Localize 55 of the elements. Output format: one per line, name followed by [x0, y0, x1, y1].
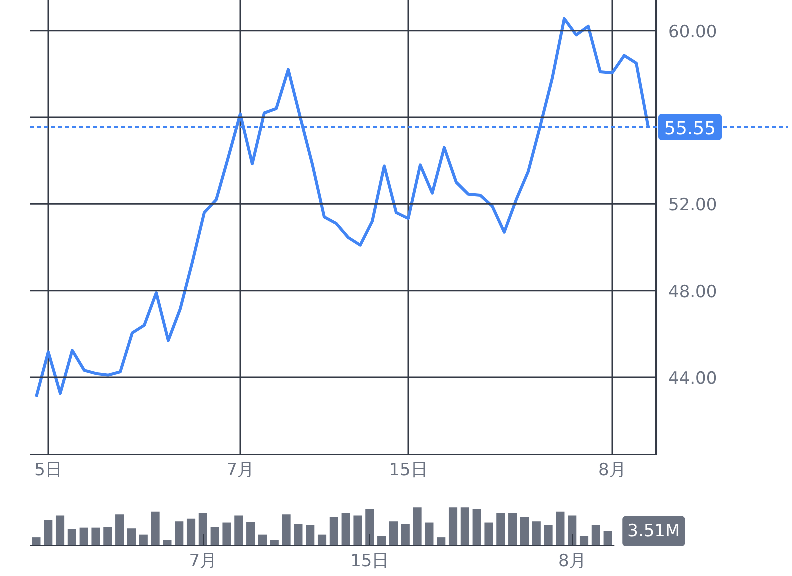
bar [342, 513, 350, 546]
bar [472, 509, 482, 546]
bar [294, 524, 303, 546]
bar [604, 531, 612, 546]
bar [389, 522, 398, 546]
bar [532, 522, 541, 546]
bar [80, 528, 88, 546]
bar [222, 522, 232, 546]
bar [127, 528, 136, 546]
bar [484, 522, 494, 546]
bar [520, 517, 530, 546]
bar [544, 526, 553, 546]
bar [116, 514, 124, 546]
bar [151, 512, 160, 546]
x-tick-label: 7月 [226, 460, 254, 480]
bar [460, 508, 470, 546]
bar [56, 516, 65, 546]
bar [592, 526, 600, 546]
bar [580, 536, 589, 546]
bar [175, 522, 184, 546]
bar [568, 516, 577, 546]
y-tick-label: 52.00 [668, 196, 718, 216]
bar [556, 512, 565, 546]
text: 3.51M [628, 521, 680, 542]
y-tick-label: 44.00 [668, 369, 718, 389]
bar [104, 527, 112, 546]
bar [44, 520, 53, 546]
bar [92, 528, 100, 546]
x-tick-label: 15日 [389, 460, 428, 480]
y-tick-label: 48.00 [668, 282, 718, 302]
bar [425, 522, 434, 546]
bar [68, 529, 76, 546]
bar [198, 513, 208, 546]
bar [448, 508, 458, 546]
x-tick-label: 5日 [34, 460, 62, 480]
bar [234, 516, 244, 546]
bar [413, 508, 422, 546]
ref-line-label: 55.55 [664, 118, 716, 140]
bar [366, 509, 374, 546]
bar [330, 517, 338, 546]
bar [354, 516, 362, 546]
bar [186, 518, 196, 546]
bar [496, 513, 506, 546]
bar [246, 522, 256, 546]
x-tick-label: 7月 [189, 552, 218, 572]
bar [508, 513, 518, 546]
bar [210, 527, 220, 546]
y-tick-label: 60.00 [668, 22, 718, 42]
bar [306, 526, 315, 546]
x-tick-label: 8月 [598, 460, 626, 480]
bar [378, 536, 386, 546]
bar [401, 524, 410, 546]
x-tick-label: 8月 [558, 552, 586, 572]
x-tick-label: 15日 [350, 552, 390, 572]
bar [282, 514, 291, 546]
